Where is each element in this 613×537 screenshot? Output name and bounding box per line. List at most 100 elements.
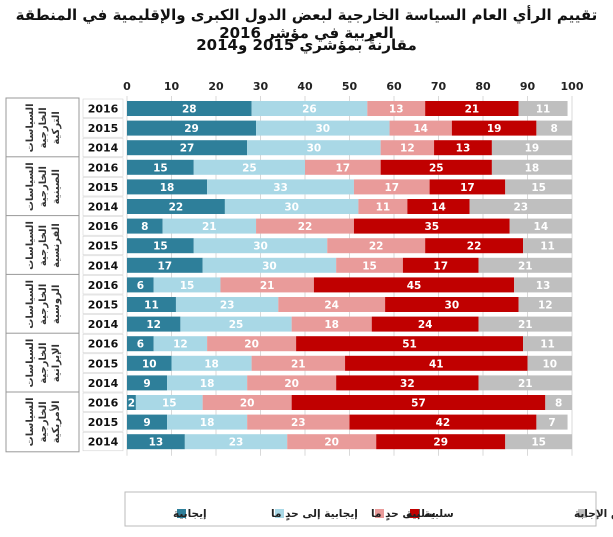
x-tick-label: 60 <box>386 80 402 93</box>
year-label: 2015 <box>88 181 119 194</box>
group-label-text: السياسات <box>25 397 36 446</box>
data-label: 19 <box>487 123 502 135</box>
data-label: 12 <box>173 339 188 351</box>
data-label: 20 <box>284 378 299 390</box>
year-label: 2014 <box>88 201 119 214</box>
data-label: 13 <box>389 104 404 116</box>
data-label: 15 <box>180 280 195 292</box>
data-label: 9 <box>143 378 150 390</box>
data-label: 18 <box>200 417 215 429</box>
data-label: 32 <box>400 378 415 390</box>
year-label: 2014 <box>88 318 119 331</box>
group-label: السياسات الخارجية الروسية <box>25 280 62 329</box>
year-label: 2016 <box>88 397 119 410</box>
data-label: 10 <box>142 358 157 370</box>
data-label: 45 <box>407 280 422 292</box>
group-label-text: الفرنسية <box>51 223 62 268</box>
legend-label: سلبية <box>406 508 436 520</box>
data-label: 18 <box>525 162 540 174</box>
data-label: 24 <box>418 319 433 331</box>
data-label: 6 <box>137 339 144 351</box>
group-label-text: الخارجية <box>38 166 49 207</box>
data-label: 51 <box>402 339 417 351</box>
data-label: 30 <box>284 202 299 214</box>
data-label: 26 <box>302 104 317 116</box>
year-label: 2016 <box>88 220 119 233</box>
data-label: 12 <box>538 300 553 312</box>
data-label: 23 <box>229 437 244 449</box>
data-label: 18 <box>160 182 175 194</box>
data-label: 21 <box>260 280 275 292</box>
x-tick-label: 50 <box>342 80 358 93</box>
year-label: 2015 <box>88 299 119 312</box>
year-label: 2015 <box>88 416 119 429</box>
data-label: 21 <box>518 260 533 272</box>
x-tick-label: 80 <box>475 80 491 93</box>
data-label: 42 <box>436 417 451 429</box>
data-label: 21 <box>291 358 306 370</box>
data-label: 33 <box>273 182 288 194</box>
data-label: 15 <box>153 241 168 253</box>
data-label: 17 <box>336 162 351 174</box>
data-label: 28 <box>182 104 197 116</box>
x-tick-label: 90 <box>520 80 536 93</box>
data-label: 17 <box>384 182 399 194</box>
group-label: السياسات الخارجية الإيرانية <box>25 339 62 388</box>
data-label: 21 <box>518 319 533 331</box>
data-label: 13 <box>456 143 471 155</box>
year-label: 2014 <box>88 436 119 449</box>
data-label: 25 <box>429 162 444 174</box>
data-label: 15 <box>531 182 546 194</box>
data-label: 22 <box>169 202 184 214</box>
year-label: 2016 <box>88 279 119 292</box>
data-label: 30 <box>315 123 330 135</box>
year-label: 2014 <box>88 377 119 390</box>
data-label: 2 <box>128 398 135 410</box>
x-tick-label: 70 <box>431 80 447 93</box>
data-label: 13 <box>149 437 164 449</box>
year-label: 2015 <box>88 240 119 253</box>
data-label: 11 <box>144 300 159 312</box>
group-label-text: السياسات <box>25 339 36 388</box>
data-label: 15 <box>153 162 168 174</box>
data-label: 41 <box>429 358 444 370</box>
data-label: 20 <box>324 437 339 449</box>
group-label: السياسات الخارجية الأمريكية <box>25 397 62 446</box>
data-label: 14 <box>413 123 428 135</box>
x-tick-label: 30 <box>253 80 269 93</box>
year-label: 2015 <box>88 357 119 370</box>
data-label: 11 <box>540 241 555 253</box>
data-label: 20 <box>244 339 259 351</box>
data-label: 19 <box>525 143 540 155</box>
group-label-text: الخارجية <box>38 284 49 325</box>
year-label: 2014 <box>88 259 119 272</box>
group-label-text: الخارجية <box>38 225 49 266</box>
data-label: 14 <box>534 221 549 233</box>
data-label: 30 <box>445 300 460 312</box>
x-tick-label: 20 <box>208 80 224 93</box>
x-tick-label: 10 <box>164 80 180 93</box>
x-tick-label: 100 <box>561 80 584 93</box>
data-label: 25 <box>242 162 257 174</box>
group-label-text: السياسات <box>25 103 36 152</box>
group-label-text: الروسية <box>51 284 62 324</box>
data-label: 11 <box>540 339 555 351</box>
data-label: 23 <box>220 300 235 312</box>
data-label: 15 <box>531 437 546 449</box>
data-label: 23 <box>291 417 306 429</box>
legend-label: إيجابية إلى حدٍ ما <box>271 508 358 521</box>
data-label: 13 <box>536 280 551 292</box>
year-label: 2016 <box>88 161 119 174</box>
data-label: 8 <box>551 123 558 135</box>
year-label: 2016 <box>88 338 119 351</box>
data-label: 27 <box>180 143 195 155</box>
data-label: 21 <box>465 104 480 116</box>
data-label: 12 <box>400 143 415 155</box>
legend-label: لا أعرف / رفض الإجابة <box>574 506 613 520</box>
year-label: 2015 <box>88 122 119 135</box>
group-label-text: السياسات <box>25 162 36 211</box>
data-label: 29 <box>184 123 199 135</box>
data-label: 17 <box>158 260 173 272</box>
data-label: 12 <box>146 319 161 331</box>
